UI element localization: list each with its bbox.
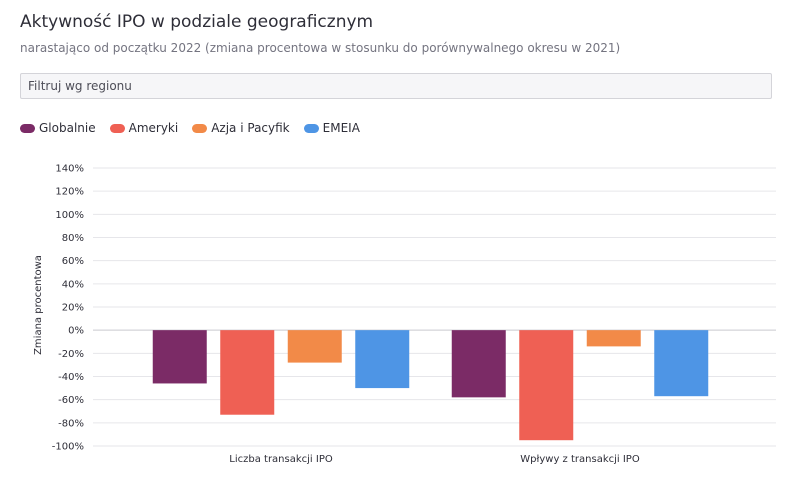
legend-item-globalnie[interactable]: Globalnie (20, 121, 96, 135)
legend-item-ameryki[interactable]: Ameryki (109, 121, 179, 135)
legend-item-azja-i-pacyfik[interactable]: Azja i Pacyfik (192, 121, 290, 135)
bar-ameryki (220, 330, 275, 415)
legend-label-globalnie: Globalnie (39, 121, 96, 135)
chart-gridlines (93, 167, 776, 447)
legend-label-ameryki: Ameryki (128, 121, 179, 135)
bar-azja-i-pacyfik (287, 330, 342, 363)
bar-emeia (355, 330, 410, 389)
bar-globalnie (451, 330, 506, 398)
y-tick-label: 100% (55, 210, 84, 221)
x-axis-ticks: Liczba transakcji IPO Wpływy z transakcji… (229, 454, 640, 465)
y-tick-label: 20% (62, 303, 84, 314)
chart-bars (152, 330, 709, 441)
y-tick-label: -40% (58, 372, 84, 383)
region-filter-dropdown[interactable]: Filtruj wg regionu (20, 73, 772, 99)
legend-label-emeia: EMEIA (322, 121, 360, 135)
bar-emeia (654, 330, 709, 397)
y-tick-label: -80% (58, 418, 84, 429)
chart-subtitle: narastająco od początku 2022 (zmiana pro… (20, 41, 621, 55)
y-tick-label: -60% (58, 395, 84, 406)
x-tick-label: Liczba transakcji IPO (229, 454, 333, 465)
legend-swatch-emeia (303, 123, 319, 133)
y-tick-label: 140% (55, 164, 84, 175)
region-filter-label: Filtruj wg regionu (28, 79, 132, 93)
y-tick-label: 60% (62, 256, 84, 267)
legend-swatch-ameryki (109, 123, 125, 133)
bar-globalnie (152, 330, 207, 384)
y-tick-label: 120% (55, 187, 84, 198)
y-tick-label: 40% (62, 279, 84, 290)
bar-ameryki (519, 330, 574, 441)
y-axis-ticks: 140% 120% 100% 80% 60% 40% 20% 0% -20% -40% -60% -8… (52, 164, 84, 453)
bar-chart: 140% 120% 100% 80% 60% 40% 20% 0% -20% -40% -60% -8… (33, 164, 776, 465)
y-tick-label: -100% (52, 442, 84, 453)
legend-label-azja-i-pacyfik: Azja i Pacyfik (211, 121, 290, 135)
y-tick-label: 0% (68, 326, 84, 337)
legend-swatch-globalnie (20, 123, 35, 133)
legend-swatch-azja-i-pacyfik (192, 123, 208, 133)
legend-item-emeia[interactable]: EMEIA (303, 121, 360, 135)
bar-azja-i-pacyfik (586, 330, 641, 347)
y-axis-label: Zmiana procentowa (33, 255, 44, 355)
x-tick-label: Wpływy z transakcji IPO (520, 454, 640, 465)
chart-legend: Globalnie Ameryki Azja i Pacyfik EMEIA (20, 121, 374, 135)
y-tick-label: 80% (62, 233, 84, 244)
chart-title: Aktywność IPO w podziale geograficznym (20, 12, 374, 32)
y-tick-label: -20% (58, 349, 84, 360)
